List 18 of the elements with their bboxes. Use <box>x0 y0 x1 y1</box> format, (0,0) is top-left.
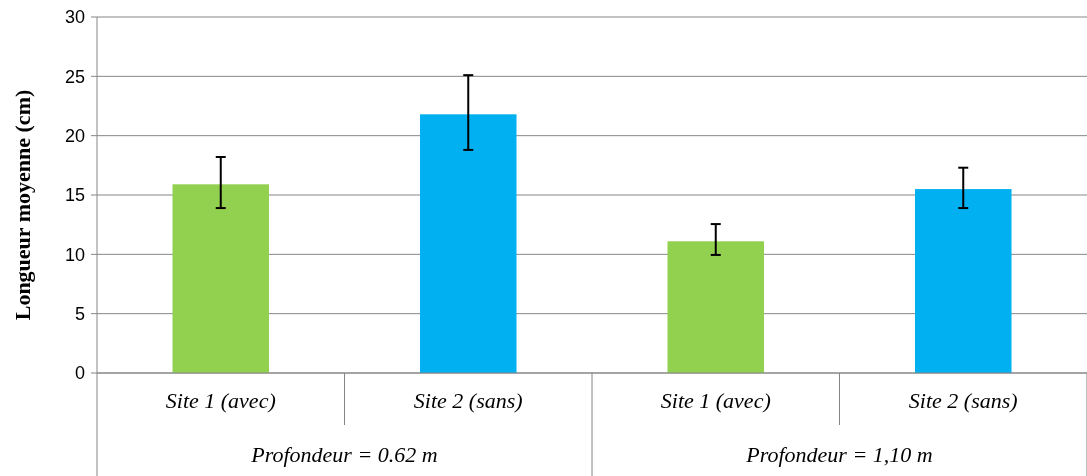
y-tick-label: 5 <box>74 303 85 324</box>
y-axis-title: Longueur moyenne (cm) <box>10 89 35 321</box>
text: Profondeur = 1,10 m <box>745 442 933 467</box>
y-tick-label: 15 <box>64 185 85 206</box>
x-tick-label: Site 1 (avec) <box>165 388 276 413</box>
bar <box>419 114 517 373</box>
y-tick-label: 20 <box>64 125 85 146</box>
y-tick-label: 30 <box>64 7 85 28</box>
x-tick-label: Site 2 (sans) <box>908 388 1018 413</box>
text: Profondeur = 0.62 m <box>250 442 438 467</box>
bar <box>914 189 1012 373</box>
x-tick-label: Site 1 (avec) <box>660 388 771 413</box>
y-tick-label: 10 <box>64 244 85 265</box>
y-tick-label: 0 <box>74 363 85 384</box>
x-tick-label: Site 2 (sans) <box>413 388 523 413</box>
bar <box>667 241 765 373</box>
bar <box>172 184 270 373</box>
y-tick-label: 25 <box>64 66 85 87</box>
